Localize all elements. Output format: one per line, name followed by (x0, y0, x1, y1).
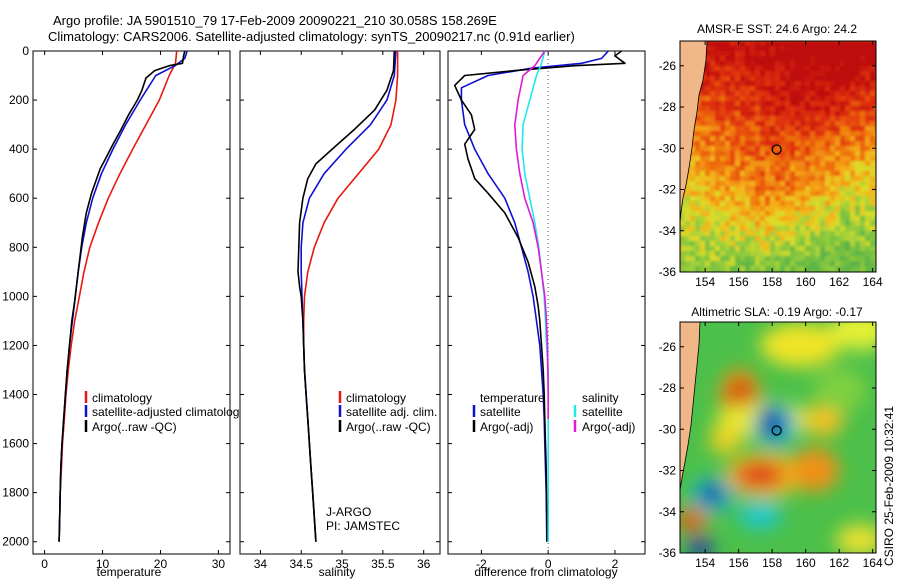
longitude-tick-label: 160 (796, 275, 816, 289)
sla-map-panel: Altimetric SLA: -0.19 Argo: -0.17 (659, 305, 883, 570)
depth-tick-label: 800 (9, 240, 29, 254)
x-tick-label: 36 (417, 557, 431, 571)
temperature-axis-label: temperature (97, 565, 162, 579)
latitude-tick-label: -36 (659, 265, 677, 279)
sla-map-frame (679, 321, 877, 554)
longitude-tick-label: 156 (729, 275, 749, 289)
latitude-tick-label: -36 (659, 546, 677, 560)
depth-tick-label: 2000 (2, 535, 29, 549)
x-tick-label: 34.5 (290, 557, 314, 571)
latitude-tick-label: -32 (659, 183, 677, 197)
depth-tick-label: 1000 (2, 289, 29, 303)
depth-tick-label: 1600 (2, 437, 29, 451)
longitude-tick-label: 158 (762, 556, 782, 570)
depth-tick-label: 1200 (2, 338, 29, 352)
figure-title-line1: Argo profile: JA 5901510_79 17-Feb-2009 … (53, 13, 497, 28)
sst-land-mask (680, 41, 708, 223)
float-pi-label: PI: JAMSTEC (326, 519, 400, 533)
depth-tick-label: 0 (22, 44, 29, 58)
x-tick-label: 0 (41, 557, 48, 571)
latitude-tick-label: -34 (659, 224, 677, 238)
sst-map-panel: AMSR-E SST: 24.6 Argo: 24.2 154 156 158 160… (659, 22, 883, 289)
credit-label: CSIRO 25-Feb-2009 10:32:41 (882, 406, 896, 566)
difference-profile-panel: -2 0 2 difference from climatology tempera… (447, 50, 646, 579)
longitude-tick-label: 162 (829, 275, 849, 289)
longitude-tick-label: 160 (796, 556, 816, 570)
sla-heatmap (680, 322, 876, 553)
latitude-tick-label: -28 (659, 381, 677, 395)
latitude-tick-label: -32 (659, 464, 677, 478)
latitude-tick-label: -26 (659, 59, 677, 73)
depth-tick-label: 1800 (2, 486, 29, 500)
series-line-argo-raw-qc (297, 50, 396, 542)
x-tick-label: 10 (96, 557, 110, 571)
x-tick-label: 20 (154, 557, 168, 571)
sst-heatmap (680, 41, 876, 272)
x-tick-label: 35 (335, 557, 349, 571)
series-line-temperature-argo-adj (453, 50, 626, 542)
temperature-profile-panel: 0 200 400 600 800 1000 1200 1400 1600 1800 2000 0 1… (2, 44, 239, 579)
legend-label-argo: Argo(..raw -QC) (92, 420, 177, 434)
longitude-tick-label: 164 (863, 275, 883, 289)
legend-label-climatology: climatology (92, 391, 152, 405)
x-tick-label: 35.5 (371, 557, 395, 571)
legend-label-sal-argo: Argo(-adj) (582, 420, 635, 434)
longitude-tick-label: 158 (762, 275, 782, 289)
depth-tick-label: 400 (9, 142, 29, 156)
float-program-label: J-ARGO (326, 505, 371, 519)
legend-label-temp-argo: Argo(-adj) (480, 420, 533, 434)
legend-title-salinity: salinity (582, 391, 619, 405)
longitude-tick-label: 156 (729, 556, 749, 570)
temperature-plot-frame (32, 50, 231, 555)
figure-title-line2: Climatology: CARS2006. Satellite-adjuste… (48, 29, 575, 44)
argo-location-marker (771, 144, 782, 155)
sla-map-title: Altimetric SLA: -0.19 Argo: -0.17 (691, 305, 863, 319)
longitude-tick-label: 162 (829, 556, 849, 570)
x-tick-label: 30 (212, 557, 226, 571)
salinity-plot-frame (239, 50, 441, 555)
difference-legend: temperature satellite Argo(-adj) salinit… (472, 391, 635, 434)
legend-label-sal-satellite: satellite (582, 405, 623, 419)
sst-map-frame (679, 40, 877, 273)
longitude-tick-label: 164 (863, 556, 883, 570)
x-tick-label: -2 (476, 557, 487, 571)
latitude-tick-label: -30 (659, 422, 677, 436)
x-tick-label: 0 (545, 557, 552, 571)
legend-label-argo: Argo(..raw -QC) (346, 420, 431, 434)
series-line-argo-raw-qc (58, 50, 186, 542)
latitude-tick-label: -30 (659, 141, 677, 155)
depth-tick-label: 200 (9, 93, 29, 107)
difference-axis-label: difference from climatology (474, 565, 617, 579)
latitude-tick-label: -26 (659, 340, 677, 354)
x-tick-label: 34 (254, 557, 268, 571)
legend-label-climatology: climatology (346, 391, 406, 405)
latitude-tick-label: -34 (659, 505, 677, 519)
latitude-tick-label: -28 (659, 100, 677, 114)
series-line-salinity-argo-adj (513, 50, 550, 419)
longitude-tick-label: 154 (695, 275, 715, 289)
depth-tick-label: 600 (9, 191, 29, 205)
longitude-tick-label: 154 (695, 556, 715, 570)
salinity-legend: climatology satellite adj. clim. Argo(..… (338, 391, 437, 434)
argo-location-marker (771, 425, 782, 436)
sla-land-mask (680, 322, 701, 491)
temperature-legend: climatology satellite-adjusted climatolo… (84, 391, 239, 434)
salinity-axis-label: salinity (319, 565, 356, 579)
x-tick-label: 2 (612, 557, 619, 571)
depth-tick-label: 1400 (2, 388, 29, 402)
salinity-profile-panel: 34 34.5 35 35.5 36 salinity climatology sate… (239, 50, 441, 579)
legend-label-temp-satellite: satellite (480, 405, 521, 419)
sst-map-title: AMSR-E SST: 24.6 Argo: 24.2 (697, 22, 857, 36)
legend-label-satellite: satellite adj. clim. (346, 405, 437, 419)
legend-title-temperature: temperature (480, 391, 545, 405)
legend-label-satellite-adjusted: satellite-adjusted climatolog (92, 405, 239, 419)
